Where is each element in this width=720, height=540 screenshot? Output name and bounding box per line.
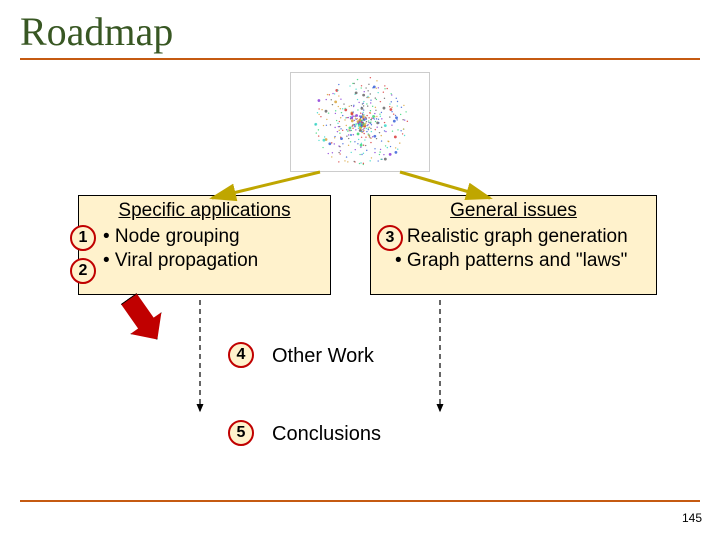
box-line: • Realistic graph generation (395, 226, 648, 248)
network-graph-thumbnail (290, 72, 430, 172)
slide-title: Roadmap (20, 8, 173, 55)
box-line: • Graph patterns and "laws" (395, 250, 648, 272)
conclusions-label: Conclusions (272, 423, 381, 446)
page-number: 145 (682, 511, 702, 525)
step-badge-5: 5 (228, 420, 254, 446)
box-line: • Viral propagation (103, 250, 322, 272)
box-header-left: Specific applications (87, 200, 322, 222)
footer-line (20, 500, 700, 502)
step-badge-4: 4 (228, 342, 254, 368)
specific-applications-box: Specific applications • Node grouping • … (78, 195, 331, 295)
general-issues-box: General issues • Realistic graph generat… (370, 195, 657, 295)
title-underline (20, 58, 700, 60)
highlight-arrow-icon (113, 288, 173, 351)
box-line: • Node grouping (103, 226, 322, 248)
step-badge-3: 3 (377, 225, 403, 251)
other-work-label: Other Work (272, 345, 374, 368)
box-header-right: General issues (379, 200, 648, 222)
step-badge-2: 2 (70, 258, 96, 284)
step-badge-1: 1 (70, 225, 96, 251)
